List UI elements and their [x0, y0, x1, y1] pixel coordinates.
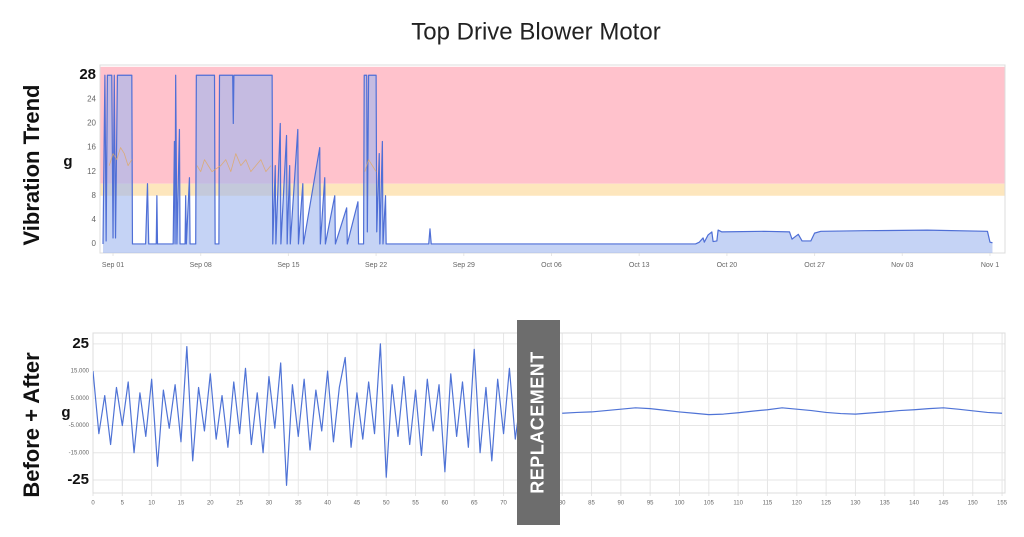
- x-tick-label: Sep 22: [365, 262, 387, 269]
- x-tick-label: Sep 29: [453, 262, 475, 269]
- x-tick-label: 90: [618, 501, 625, 507]
- x-tick-label: Oct 13: [629, 262, 650, 269]
- zone-band: [100, 183, 1005, 196]
- y-tick-label: 25: [72, 335, 89, 352]
- x-tick-label: 130: [850, 501, 861, 507]
- x-tick-label: 135: [880, 501, 891, 507]
- y-tick-label: 15.000: [71, 369, 90, 375]
- y-tick-label: 5.0000: [71, 396, 90, 402]
- x-tick-label: Nov 03: [891, 262, 913, 269]
- page-title: Top Drive Blower Motor: [411, 18, 660, 45]
- x-tick-label: 30: [266, 501, 273, 507]
- x-tick-label: 105: [704, 501, 715, 507]
- x-tick-label: 35: [295, 501, 302, 507]
- series-group: [93, 343, 1003, 486]
- x-tick-label: 5: [121, 501, 125, 507]
- y-tick-label: 28: [79, 66, 96, 83]
- x-tick-label: Sep 08: [190, 262, 212, 269]
- x-tick-label: 65: [471, 501, 478, 507]
- x-tick-label: 15: [178, 501, 185, 507]
- y-tick-label: 16: [87, 143, 96, 152]
- x-tick-label: Oct 20: [717, 262, 738, 269]
- x-tick-label: 70: [500, 501, 507, 507]
- x-tick-label: 125: [821, 501, 832, 507]
- side-label: Vibration Trend: [19, 85, 44, 246]
- x-tick-label: 10: [148, 501, 155, 507]
- series-group: [102, 74, 993, 253]
- y-tick-label: 8: [92, 191, 97, 200]
- series-line: [108, 147, 377, 173]
- series-line: [93, 343, 1003, 486]
- y-axis-label: g: [61, 404, 70, 421]
- side-label: Before + After: [19, 352, 44, 498]
- series-area: [103, 75, 993, 253]
- x-tick-label: 50: [383, 501, 390, 507]
- x-tick-label: 120: [792, 501, 803, 507]
- x-tick-label: 140: [909, 501, 920, 507]
- y-tick-label: -15.000: [69, 450, 90, 456]
- x-tick-label: 100: [674, 501, 685, 507]
- x-tick-label: 150: [968, 501, 979, 507]
- x-tick-label: Nov 1: [981, 262, 999, 269]
- x-tick-label: 25: [236, 501, 243, 507]
- x-tick-label: 55: [412, 501, 419, 507]
- x-tick-label: Sep 15: [277, 262, 299, 269]
- x-tick-label: 85: [588, 501, 595, 507]
- x-tick-label: 0: [91, 501, 95, 507]
- x-tick-label: 60: [442, 501, 449, 507]
- series-line: [102, 74, 993, 245]
- x-tick-label: 110: [733, 501, 743, 507]
- y-tick-label: 20: [87, 119, 96, 128]
- x-tick-label: 45: [354, 501, 361, 507]
- x-tick-label: 115: [763, 501, 773, 507]
- annotation-label: REPLACEMENT: [527, 351, 547, 494]
- y-tick-label: 12: [87, 167, 96, 176]
- y-tick-label: -5.0000: [69, 423, 90, 429]
- annotation-box: [517, 320, 560, 525]
- y-tick-label: 4: [92, 215, 97, 224]
- x-tick-label: 95: [647, 501, 654, 507]
- y-tick-label: 0: [92, 239, 97, 248]
- y-axis-label: g: [63, 153, 72, 170]
- x-tick-label: 80: [559, 501, 566, 507]
- x-tick-label: 20: [207, 501, 214, 507]
- x-tick-label: Sep 01: [102, 262, 124, 269]
- x-tick-label: Oct 06: [541, 262, 562, 269]
- x-tick-label: Oct 27: [804, 262, 825, 269]
- x-tick-label: 40: [324, 501, 331, 507]
- y-tick-label: -25: [67, 471, 89, 488]
- x-tick-label: 145: [938, 501, 949, 507]
- x-tick-label: 155: [997, 501, 1008, 507]
- y-tick-label: 24: [87, 94, 96, 103]
